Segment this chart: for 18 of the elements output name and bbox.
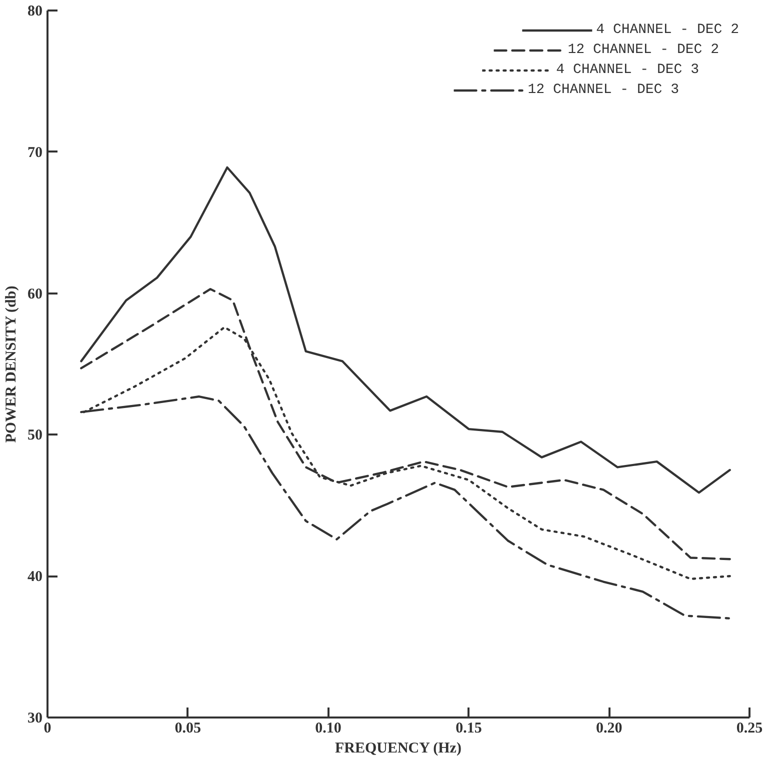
- x-tick-label: 0.05: [174, 720, 202, 736]
- x-tick-label: 0.25: [736, 720, 763, 736]
- y-tick-label: 40: [28, 569, 42, 586]
- legend-label: 4 CHANNEL - DEC 3: [556, 62, 699, 78]
- y-tick-label: 70: [28, 144, 42, 161]
- x-tick-label: 0.20: [596, 720, 622, 736]
- x-axis-title: FREQUENCY (Hz): [334, 740, 462, 756]
- x-tick-label: 0.15: [456, 720, 482, 736]
- x-tick-label: 0.10: [315, 720, 342, 736]
- y-tick-label: 30: [28, 710, 42, 726]
- y-tick-label: 80: [28, 4, 42, 20]
- legend-label: 12 CHANNEL - DEC 3: [528, 82, 679, 98]
- x-tick-label: 0: [44, 720, 52, 736]
- y-tick-label: 60: [28, 286, 42, 302]
- y-axis-title: POWER DENSITY (db): [4, 286, 20, 443]
- y-tick-label: 50: [28, 428, 42, 444]
- legend-label: 12 CHANNEL - DEC 2: [568, 42, 719, 58]
- legend-label: 4 CHANNEL - DEC 2: [596, 22, 739, 38]
